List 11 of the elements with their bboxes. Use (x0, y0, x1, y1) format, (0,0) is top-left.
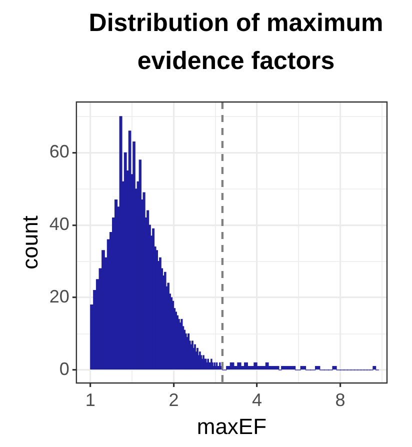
x-tick-label: 8 (335, 390, 346, 410)
x-axis-title: maxEF (196, 414, 267, 439)
y-axis-title: count (17, 216, 42, 270)
y-tick-label: 40 (49, 214, 70, 234)
chart-title: Distribution of maximum evidence factors (88, 8, 384, 77)
x-tick-label: 2 (168, 390, 179, 410)
y-tick-label: 0 (59, 358, 70, 379)
y-tick-label: 20 (49, 286, 70, 307)
y-tick-label: 60 (49, 142, 70, 162)
x-tick-label: 4 (252, 390, 262, 410)
x-tick-label: 1 (85, 390, 96, 410)
